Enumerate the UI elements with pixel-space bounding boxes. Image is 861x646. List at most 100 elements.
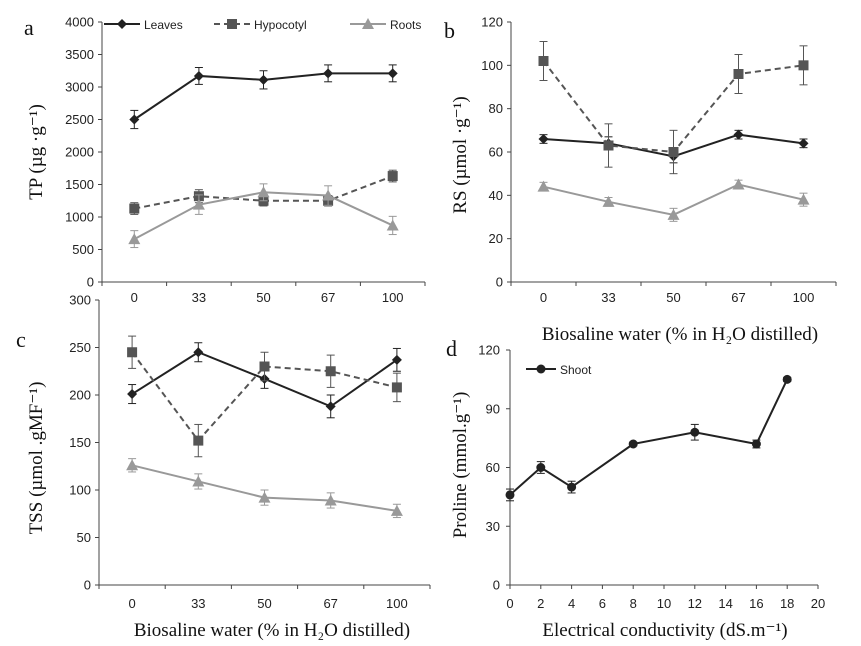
- x-tick-label: 50: [257, 596, 271, 611]
- legend-roots-marker: [362, 18, 374, 29]
- y-tick-label: 3000: [65, 80, 94, 95]
- x-tick-label: 8: [630, 596, 637, 611]
- data-point: [690, 427, 700, 437]
- y-tick-label: 0: [496, 275, 503, 290]
- data-point: [325, 401, 336, 412]
- data-point: [127, 389, 138, 400]
- y-tick-label: 100: [481, 58, 503, 73]
- x-tick-label: 100: [382, 290, 404, 305]
- series-roots: [537, 178, 810, 222]
- series-leaves: [129, 64, 398, 130]
- series-shoot-line: [509, 378, 789, 496]
- y-tick-label: 3500: [65, 47, 94, 62]
- legend-shoot-marker: [536, 364, 546, 374]
- legend-leaves-marker: [117, 19, 127, 29]
- data-point: [258, 74, 269, 85]
- panel-b-xlabel: Biosaline water (% in H₂O distilled): [542, 324, 818, 345]
- y-tick-label: 2000: [65, 145, 94, 160]
- data-point: [193, 435, 204, 446]
- x-tick-label: 100: [793, 290, 815, 305]
- data-point: [325, 366, 336, 377]
- y-tick-label: 150: [69, 435, 91, 450]
- legend-top: Leaves Hypocotyl Roots: [104, 18, 421, 32]
- x-tick-label: 0: [540, 290, 547, 305]
- data-point: [386, 219, 399, 231]
- y-tick-label: 60: [486, 460, 500, 475]
- legend-shoot-label: Shoot: [560, 363, 592, 377]
- panel-b-ylabel: RS (µmol ·g⁻¹): [450, 96, 471, 213]
- x-tick-label: 33: [192, 290, 206, 305]
- data-point: [390, 504, 403, 516]
- data-point: [258, 491, 271, 503]
- y-tick-label: 30: [486, 519, 500, 534]
- data-point: [733, 129, 744, 140]
- y-tick-label: 4000: [65, 15, 94, 30]
- data-point: [667, 208, 680, 220]
- data-point: [538, 56, 549, 66]
- data-point: [257, 186, 270, 198]
- y-tick-label: 0: [87, 275, 94, 290]
- legend-hypocotyl-label: Hypocotyl: [254, 18, 307, 32]
- y-tick-label: 60: [489, 145, 503, 160]
- x-tick-label: 14: [718, 596, 732, 611]
- data-point: [387, 171, 398, 182]
- data-point: [536, 463, 546, 472]
- data-point: [259, 361, 270, 372]
- data-point: [538, 134, 549, 144]
- panel-b: 0 20 40 60 80 100 120 0 33 50 67 100: [481, 15, 837, 305]
- x-tick-label: 0: [506, 596, 513, 611]
- y-tick-label: 0: [493, 578, 500, 593]
- panel-d-ylabel: Proline (mmol.g⁻¹): [450, 392, 471, 539]
- data-point: [733, 69, 744, 79]
- data-point: [129, 114, 140, 125]
- data-point: [387, 68, 398, 79]
- x-tick-label: 0: [131, 290, 138, 305]
- x-tick-label: 50: [256, 290, 270, 305]
- series-roots: [126, 458, 403, 519]
- data-point: [322, 189, 335, 201]
- series-hypocotyl: [127, 335, 402, 458]
- x-tick-label: 33: [191, 596, 205, 611]
- x-tick-label: 67: [321, 290, 335, 305]
- y-tick-label: 0: [84, 578, 91, 593]
- data-point: [668, 147, 679, 157]
- y-tick-label: 120: [478, 343, 500, 358]
- data-point: [603, 140, 614, 151]
- x-tick-label: 67: [323, 596, 337, 611]
- x-tick-label: 2: [537, 596, 544, 611]
- data-point: [602, 195, 615, 207]
- legend-leaves-label: Leaves: [144, 18, 183, 32]
- panel-c-letter: c: [16, 327, 26, 352]
- data-point: [391, 382, 402, 393]
- x-tick-label: 16: [749, 596, 763, 611]
- data-point: [732, 178, 745, 190]
- panel-c-xlabel: Biosaline water (% in H₂O distilled): [134, 620, 410, 641]
- x-tick-label: 10: [657, 596, 671, 611]
- series-shoot: [505, 374, 792, 502]
- y-tick-label: 2500: [65, 112, 94, 127]
- y-tick-label: 90: [486, 401, 500, 416]
- x-tick-label: 20: [811, 596, 825, 611]
- y-tick-label: 1000: [65, 210, 94, 225]
- x-tick-label: 0: [128, 596, 135, 611]
- y-tick-label: 50: [77, 530, 91, 545]
- y-tick-label: 500: [72, 242, 94, 257]
- panel-a-letter: a: [24, 15, 34, 40]
- x-tick-label: 18: [780, 596, 794, 611]
- y-tick-label: 250: [69, 340, 91, 355]
- data-point: [126, 459, 139, 471]
- data-point: [798, 138, 809, 149]
- data-point: [193, 347, 204, 358]
- x-tick-label: 100: [386, 596, 408, 611]
- x-tick-label: 12: [688, 596, 702, 611]
- series-hypocotyl-line: [131, 351, 398, 443]
- legend-shoot: Shoot: [526, 363, 592, 377]
- x-tick-label: 4: [568, 596, 575, 611]
- y-tick-label: 200: [69, 388, 91, 403]
- panel-c: 0 50 100 150 200 250 300 0 33 50 67 100: [69, 293, 431, 611]
- x-tick-label: 6: [599, 596, 606, 611]
- legend-hypocotyl-marker: [227, 19, 237, 29]
- y-tick-label: 40: [489, 188, 503, 203]
- data-point: [127, 347, 138, 358]
- y-tick-label: 300: [69, 293, 91, 308]
